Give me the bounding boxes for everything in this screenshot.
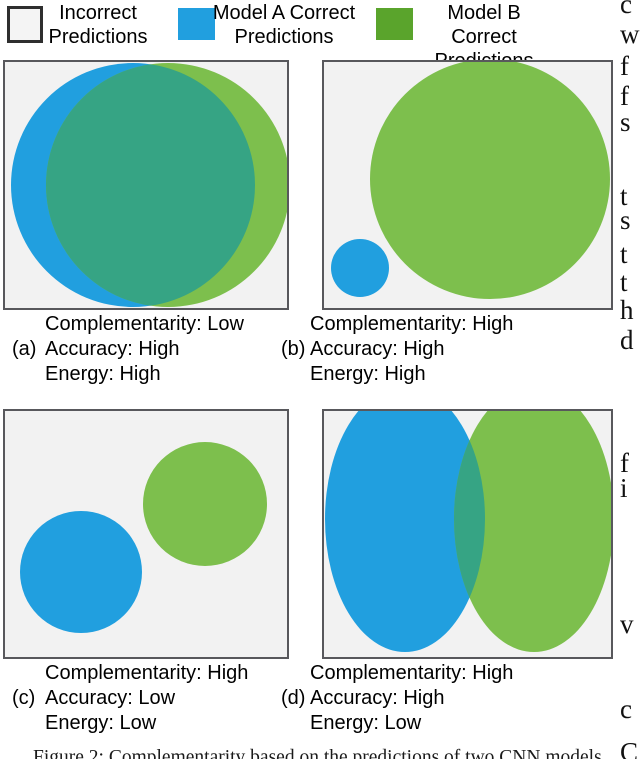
caption-accuracy: Accuracy: High — [310, 338, 445, 360]
column-text-fragment: f — [620, 83, 629, 110]
column-text-fragment: t — [620, 269, 628, 296]
caption-complementarity: Complementarity: High — [310, 662, 514, 684]
model-a-swatch-icon — [178, 8, 215, 40]
caption-complementarity: Complementarity: Low — [45, 313, 244, 335]
column-text-fragment: f — [620, 450, 629, 477]
venn-panel-b — [322, 60, 613, 310]
column-text-fragment: t — [620, 183, 628, 210]
incorrect-swatch-icon — [7, 6, 43, 43]
legend-text-line: Incorrect — [59, 2, 137, 24]
model-a-circle — [331, 239, 389, 297]
caption-accuracy: Accuracy: Low — [45, 687, 176, 709]
venn-diagram-b — [331, 62, 610, 299]
model-b-circle — [143, 442, 267, 566]
panel-caption-a: Complementarity: Low Accuracy: High Ener… — [45, 312, 244, 387]
legend-text-line: Predictions — [48, 26, 148, 48]
column-text-fragment: w — [620, 21, 640, 48]
panel-caption-c: Complementarity: High Accuracy: Low Ener… — [45, 661, 248, 736]
venn-diagram-a — [11, 63, 287, 307]
model-a-circle — [20, 511, 142, 633]
model-b-swatch-icon — [376, 8, 413, 40]
column-text-fragment: i — [620, 475, 628, 502]
caption-complementarity: Complementarity: High — [45, 662, 249, 684]
panel-label-a: (a) — [12, 338, 37, 360]
caption-energy: Energy: Low — [45, 712, 157, 734]
panel-caption-b: Complementarity: High Accuracy: High Ene… — [310, 312, 513, 387]
model-a-circle — [325, 411, 485, 652]
venn-panel-a — [3, 60, 289, 310]
legend-label-incorrect: Incorrect Predictions — [48, 1, 148, 49]
legend-text-line: Model B Correct — [447, 2, 521, 48]
caption-accuracy: Accuracy: High — [310, 687, 445, 709]
model-b-circle — [454, 411, 611, 652]
column-text-fragment: c — [620, 696, 632, 723]
column-text-fragment: h — [620, 297, 634, 324]
overlap-region — [46, 63, 255, 307]
column-text-fragment: c — [620, 0, 632, 18]
column-text-fragment: f — [620, 53, 629, 80]
figure-caption: Figure 2: Complementarity based on the p… — [33, 747, 602, 759]
panel-caption-d: Complementarity: High Accuracy: High Ene… — [310, 661, 513, 736]
caption-energy: Energy: Low — [310, 712, 422, 734]
venn-diagram-d — [325, 411, 611, 652]
column-text-fragment: t — [620, 241, 628, 268]
panel-label-c: (c) — [12, 687, 36, 709]
model-b-circle — [370, 62, 610, 299]
panel-label-b: (b) — [281, 338, 306, 360]
legend-text-line: Predictions — [234, 26, 334, 48]
caption-complementarity: Complementarity: High — [310, 313, 514, 335]
column-text-fragment: C — [620, 739, 639, 759]
caption-energy: Energy: High — [310, 363, 426, 385]
venn-panel-c — [3, 409, 289, 659]
venn-diagram-c — [20, 442, 267, 633]
legend-text-line: Model A Correct — [212, 2, 356, 24]
column-text-fragment: v — [620, 611, 634, 638]
venn-panel-d — [322, 409, 613, 659]
caption-accuracy: Accuracy: High — [45, 338, 180, 360]
caption-energy: Energy: High — [45, 363, 161, 385]
panel-label-d: (d) — [281, 687, 306, 709]
column-text-fragment: d — [620, 327, 634, 354]
legend-label-model-a: Model A Correct Predictions — [212, 1, 356, 49]
column-text-fragment: s — [620, 207, 631, 234]
column-text-fragment: s — [620, 109, 631, 136]
